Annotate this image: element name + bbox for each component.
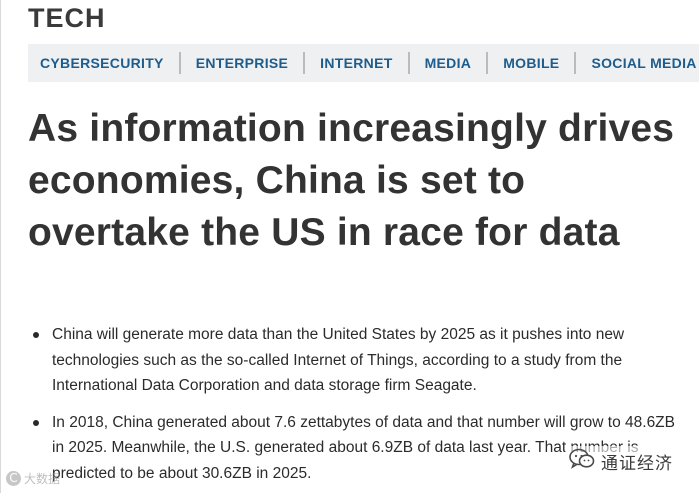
account-name: 通证经济 — [601, 454, 673, 474]
section-label[interactable]: TECH — [28, 3, 106, 33]
key-point-text: In 2018, China generated about 7.6 zetta… — [52, 413, 675, 482]
nav-item-social-media[interactable]: SOCIAL MEDIA — [576, 52, 699, 74]
article-headline: As information increasingly drives econo… — [28, 107, 675, 254]
source-watermark: C 大数据 — [6, 470, 60, 487]
bullet-dot-icon — [33, 419, 39, 426]
category-nav: CYBERSECURITY ENTERPRISE INTERNET MEDIA … — [28, 44, 699, 82]
nav-item-cybersecurity[interactable]: CYBERSECURITY — [28, 52, 181, 74]
nav-item-media[interactable]: MEDIA — [410, 52, 489, 74]
wechat-icon — [569, 448, 595, 475]
key-point-item: China will generate more data than the U… — [28, 322, 688, 399]
key-point-text: China will generate more data than the U… — [52, 326, 625, 394]
account-watermark: 通证经济 — [565, 446, 677, 477]
key-point-item: In 2018, China generated about 7.6 zetta… — [28, 410, 688, 487]
nav-item-internet[interactable]: INTERNET — [305, 52, 410, 74]
left-frame-line — [0, 0, 1, 493]
nav-item-mobile[interactable]: MOBILE — [488, 52, 577, 74]
key-points-list: China will generate more data than the U… — [28, 322, 688, 497]
nav-item-enterprise[interactable]: ENTERPRISE — [181, 52, 306, 74]
watermark-text: 大数据 — [24, 472, 61, 486]
bullet-dot-icon — [33, 332, 39, 338]
copyright-icon: C — [6, 471, 21, 486]
